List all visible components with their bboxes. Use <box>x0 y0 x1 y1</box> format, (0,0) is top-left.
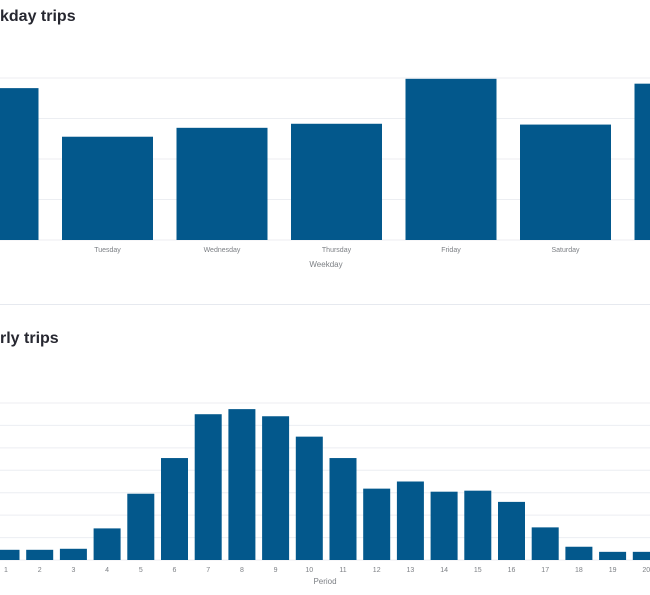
hourly-tick-label: 20 <box>642 567 650 574</box>
hourly-bar <box>632 551 650 560</box>
weekday-chart-title: kday trips <box>0 8 76 25</box>
weekday-tick-label: Friday <box>441 247 461 254</box>
hourly-axis-label: Period <box>313 577 336 586</box>
weekday-bar-chart: Tuesday Wednesday Thursday Friday Saturday We… <box>0 77 650 269</box>
weekday-bar <box>291 123 382 240</box>
hourly-bar <box>565 546 593 560</box>
weekday-tick-label: Saturday <box>551 247 580 254</box>
hourly-bar <box>295 436 323 560</box>
weekday-bar <box>405 78 497 240</box>
hourly-tick-label: 8 <box>240 567 244 574</box>
weekday-bar <box>0 88 39 240</box>
hourly-bar <box>228 409 256 560</box>
hourly-tick-label: 1 <box>4 567 8 574</box>
weekday-tick-label: Tuesday <box>94 247 121 254</box>
hourly-bar <box>194 414 222 560</box>
section-divider <box>0 304 650 305</box>
weekday-bar <box>634 83 650 240</box>
hourly-tick-label: 9 <box>274 567 278 574</box>
hourly-bar <box>262 416 290 560</box>
hourly-tick-label: 7 <box>206 567 210 574</box>
hourly-bar <box>531 527 559 560</box>
hourly-bar <box>127 493 155 560</box>
hourly-tick-label: 3 <box>71 567 75 574</box>
hourly-bar <box>59 548 87 560</box>
hourly-bar <box>464 490 492 560</box>
hourly-bar <box>93 528 121 560</box>
weekday-tick-label: Wednesday <box>204 247 241 254</box>
hourly-bar <box>0 549 20 560</box>
hourly-tick-label: 11 <box>339 567 346 574</box>
hourly-tick-label: 16 <box>508 567 516 574</box>
hourly-bar <box>396 481 424 560</box>
hourly-bar <box>363 488 391 560</box>
hourly-tick-label: 4 <box>105 567 109 574</box>
hourly-tick-label: 15 <box>474 567 482 574</box>
weekday-bar <box>62 136 153 240</box>
hourly-tick-label: 6 <box>173 567 177 574</box>
hourly-tick-label: 10 <box>305 567 313 574</box>
hourly-tick-label: 14 <box>440 567 448 574</box>
weekday-axis-label: Weekday <box>309 260 342 269</box>
hourly-bar <box>599 551 627 560</box>
hourly-bar <box>430 491 458 560</box>
hourly-tick-label: 17 <box>541 567 549 574</box>
hourly-tick-label: 19 <box>609 567 617 574</box>
hourly-tick-label: 12 <box>373 567 381 574</box>
hourly-bar <box>26 549 54 560</box>
hourly-bar <box>329 458 357 560</box>
hourly-tick-label: 18 <box>575 567 583 574</box>
hourly-bar <box>498 501 525 560</box>
hourly-chart-title: rly trips <box>0 330 59 347</box>
hourly-bar-chart: 12345678910111213141516171819202122Perio… <box>0 402 650 586</box>
weekday-bar <box>176 127 268 240</box>
weekday-bar <box>520 124 611 240</box>
hourly-tick-label: 5 <box>139 567 143 574</box>
hourly-tick-label: 2 <box>38 567 42 574</box>
weekday-tick-label: Thursday <box>322 247 352 254</box>
hourly-bar <box>161 458 188 560</box>
hourly-tick-label: 13 <box>407 567 415 574</box>
